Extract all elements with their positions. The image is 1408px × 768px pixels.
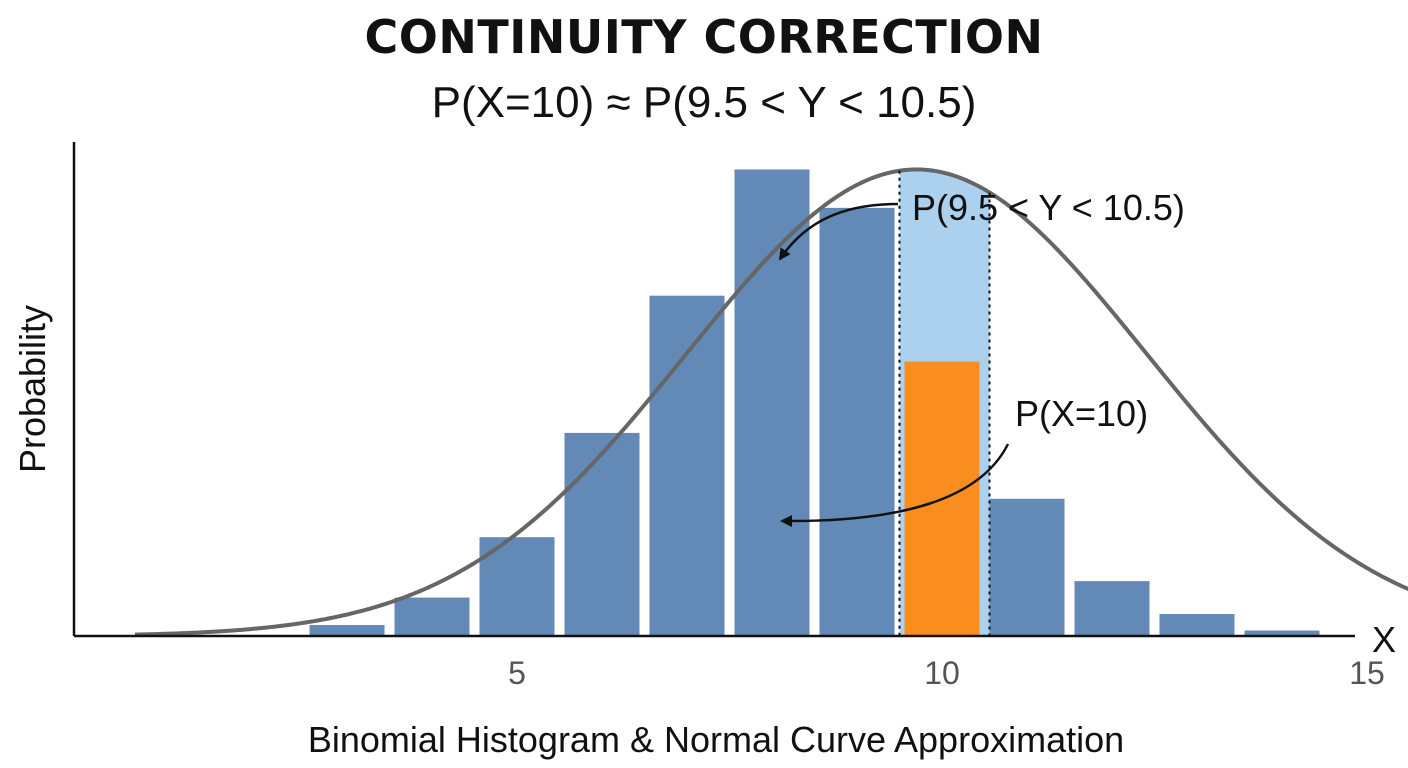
x-axis-name: X [1372, 619, 1396, 660]
chart-title: CONTINUITY CORRECTION [364, 10, 1044, 64]
annotation-normal-area-arrow [778, 202, 899, 261]
histogram-bar [819, 207, 895, 636]
chart-subtitle: P(X=10) ≈ P(9.5 < Y < 10.5) [431, 78, 977, 127]
y-axis-label: Probability [12, 305, 53, 473]
x-tick-label: 10 [924, 655, 960, 691]
histogram-bar [1159, 614, 1235, 636]
annotation-binomial-bar-arrow [780, 443, 1010, 528]
histogram-bar [989, 498, 1065, 636]
histogram-bar [564, 432, 640, 636]
histogram-bar [649, 295, 725, 636]
annotation-normal-area: P(9.5 < Y < 10.5) [912, 187, 1185, 228]
histogram-bar [309, 625, 385, 636]
x-tick-label: 15 [1349, 655, 1385, 691]
histogram-bar [734, 169, 810, 636]
histogram-bar [1244, 630, 1320, 636]
histogram-bar [1074, 581, 1150, 636]
histogram-bar [394, 597, 470, 636]
x-tick-label: 5 [508, 655, 526, 691]
normal-curve [134, 167, 1408, 637]
x-axis-label: Binomial Histogram & Normal Curve Approx… [308, 719, 1124, 760]
annotation-binomial-bar: P(X=10) [1015, 393, 1148, 434]
